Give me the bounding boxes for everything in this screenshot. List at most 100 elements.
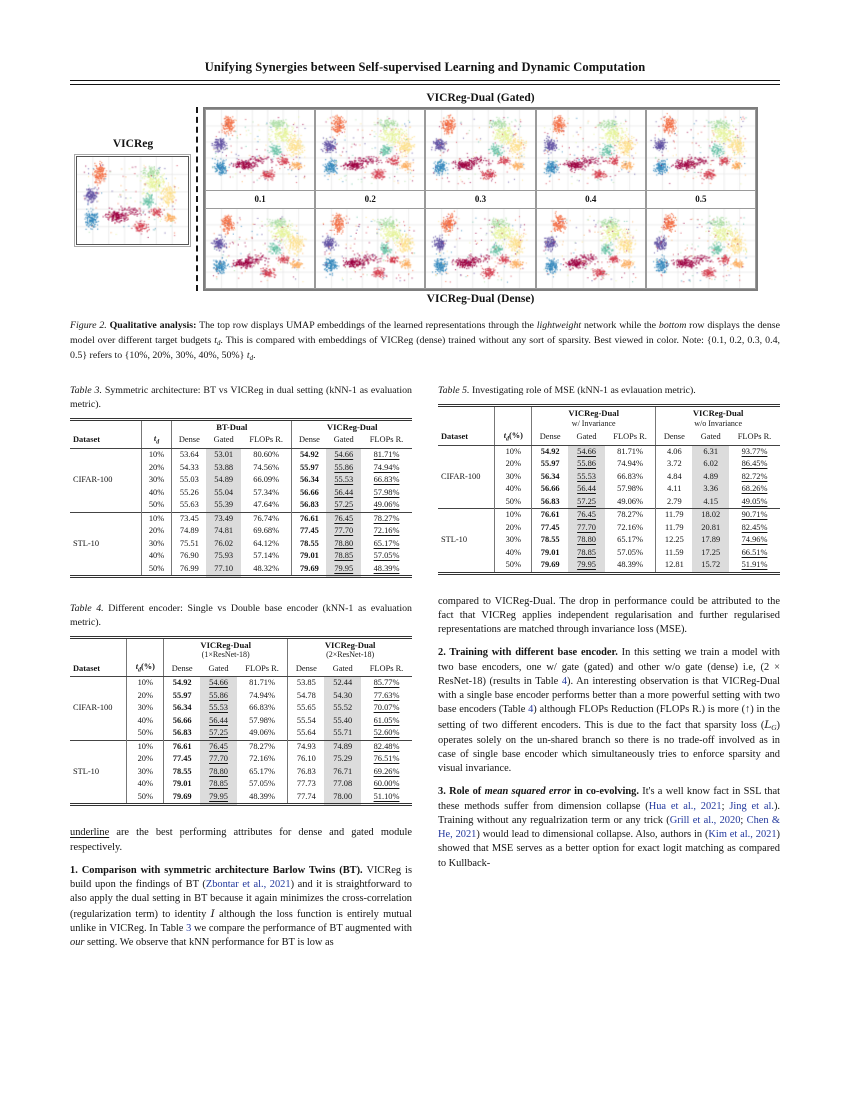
metric-cell: 78.27% xyxy=(236,739,289,754)
metric-cell: 76.61 xyxy=(531,508,569,522)
metric-cell: 61.05% xyxy=(373,715,400,725)
budget-label: 0.2 xyxy=(315,190,426,208)
metric-cell: 3.72 xyxy=(667,459,682,469)
citation-link[interactable]: 4 xyxy=(561,675,568,687)
text-segment: network while the xyxy=(581,320,659,331)
citation-link[interactable]: Zbontar et al., 2021 xyxy=(205,879,291,891)
metric-cell: 76.71 xyxy=(324,765,362,779)
metric-cell: 55.97 xyxy=(172,690,192,700)
citation-link[interactable]: 3 xyxy=(186,922,192,934)
metric-cell: 56.34 xyxy=(540,471,560,481)
metric-cell: 55.97 xyxy=(540,459,560,469)
metric-cell: 55.71 xyxy=(324,727,362,741)
metric-cell: 54.66 xyxy=(326,448,362,462)
citation-link[interactable]: Chen & He, 2021 xyxy=(438,814,780,841)
metric-cell: 56.83 xyxy=(172,728,192,738)
text-segment: ) although FLOPs Reduction (FLOPs R.) is… xyxy=(438,704,780,731)
umap-plot-gated-0.4 xyxy=(535,109,646,191)
text-segment: G xyxy=(771,723,777,732)
metric-cell: 51.91% xyxy=(741,560,768,570)
metric-cell: 73.45 xyxy=(171,511,207,526)
text-segment: ). Training without any regualrization t… xyxy=(438,800,780,826)
data-table: VICReg-Dual (1×ResNet-18) VICReg-Dual (2×Re… xyxy=(70,635,412,807)
metric-cell: 57.25 xyxy=(568,495,605,509)
table-row: 50% 79.69 79.95 48.39% 12.81 15.72 51.91% xyxy=(438,559,780,574)
text-segment: I xyxy=(210,907,215,920)
metric-cell: 57.98% xyxy=(604,483,657,496)
metric-cell: 57.14% xyxy=(240,550,293,563)
metric-cell: 54.78 xyxy=(296,690,316,700)
metric-cell: 76.45 xyxy=(200,739,237,754)
paragraph: 3. Role of mean squared error in co-evol… xyxy=(438,785,780,871)
metric-cell: 81.71% xyxy=(236,676,289,690)
metric-cell: 47.64% xyxy=(240,499,293,513)
metric-cell: 78.55 xyxy=(299,538,319,548)
text-segment: Table 5. xyxy=(438,385,470,397)
metric-cell: 64.12% xyxy=(240,537,293,551)
metric-cell: 74.81 xyxy=(206,525,241,538)
citation-link[interactable]: Kim et al., 2021 xyxy=(708,829,777,841)
umap-plot-dense-0.2-canvas xyxy=(316,208,425,288)
metric-cell: 78.27% xyxy=(361,511,412,526)
metric-cell: 77.63% xyxy=(373,690,400,700)
table-header-cell: Dense xyxy=(287,661,325,678)
metric-cell: 82.48% xyxy=(361,739,412,754)
metric-cell: 74.89 xyxy=(179,526,199,536)
metric-cell: 54.89 xyxy=(206,474,241,487)
metric-cell: 48.32% xyxy=(240,562,293,577)
header-rule xyxy=(70,80,780,85)
metric-cell: 56.44 xyxy=(326,486,362,500)
metric-cell: 75.51 xyxy=(179,538,199,548)
table-header-cell: FLOPs R. xyxy=(604,429,657,446)
table-row: 40% 79.01 78.85 57.05% 11.59 17.25 66.51% xyxy=(438,546,780,560)
text-segment: It's a well know fact in SSL that these … xyxy=(438,786,780,812)
metric-cell: 72.16% xyxy=(236,753,289,766)
table-header-cell: Dense xyxy=(171,433,207,450)
metric-cell: 79.01 xyxy=(299,551,319,561)
metric-cell: 55.54 xyxy=(296,715,316,725)
metric-cell: 72.16% xyxy=(373,526,400,536)
metric-cell: 79.95 xyxy=(200,790,237,805)
metric-cell: 56.44 xyxy=(568,483,605,496)
metric-cell: 74.56% xyxy=(240,461,293,475)
table3-container: BT-Dual VICReg-Dual Dataset td Dense Gated FLO… xyxy=(70,417,412,579)
text-segment: t xyxy=(214,334,217,346)
citation-link[interactable]: Jing et al. xyxy=(729,800,774,812)
umap-plot-dense-0.1 xyxy=(205,207,316,289)
metric-cell: 55.97 xyxy=(299,462,319,472)
figure-label-vicreg: VICReg xyxy=(112,138,154,150)
citation-link[interactable]: Grill et al., 2020 xyxy=(669,814,741,826)
table4-caption: Table 4. Different encoder: Single vs Do… xyxy=(70,602,412,629)
table-row: 40% 76.90 75.93 57.14% 79.01 78.85 57.05% xyxy=(70,550,412,563)
budget-percent-cell: 50% xyxy=(126,790,165,805)
umap-plot-gated-0.2 xyxy=(315,109,426,191)
text-segment: 2. Training with different base encoder. xyxy=(438,647,618,659)
budget-label: 0.3 xyxy=(425,190,536,208)
table-row: 30% 55.03 54.89 66.09% 56.34 55.53 66.83% xyxy=(70,474,412,487)
table-header-cell: Gated xyxy=(200,661,237,678)
table-row: 40% 56.66 56.44 57.98% 4.11 3.36 68.26% xyxy=(438,483,780,496)
column-group-header: BT-Dual xyxy=(171,419,293,434)
text-segment: although the loss function is entirely m… xyxy=(70,908,412,934)
table-header-cell: Gated xyxy=(692,429,730,446)
metric-cell: 76.90 xyxy=(179,551,199,561)
metric-cell: 56.44 xyxy=(200,714,237,728)
budget-percent-cell: 20% xyxy=(141,525,173,538)
budget-percent-cell: 20% xyxy=(126,689,165,703)
metric-cell: 55.86 xyxy=(200,689,237,703)
umap-plot-gated-0.2-canvas xyxy=(316,110,425,190)
budget-percent-cell: 40% xyxy=(126,778,165,791)
text-segment: lightweight xyxy=(536,320,582,331)
paragraph: compared to VICReg-Dual. The drop in per… xyxy=(438,595,780,638)
metric-cell: 57.25 xyxy=(326,499,362,513)
table-row: 20% 55.97 55.86 74.94% 3.72 6.02 86.45% xyxy=(438,458,780,471)
citation-link[interactable]: 4 xyxy=(528,704,534,716)
metric-cell: 55.52 xyxy=(324,702,362,715)
metric-cell: 70.07% xyxy=(373,703,400,713)
metric-cell: 60.00% xyxy=(373,779,400,789)
table-row: 30% 56.34 55.53 66.83% 4.84 4.89 82.72% xyxy=(438,470,780,484)
table-header-cell: td(%) xyxy=(494,429,533,446)
metric-cell: 4.11 xyxy=(667,484,682,494)
budget-percent-cell: 30% xyxy=(126,702,165,715)
citation-link[interactable]: Hua et al., 2021 xyxy=(648,800,722,812)
